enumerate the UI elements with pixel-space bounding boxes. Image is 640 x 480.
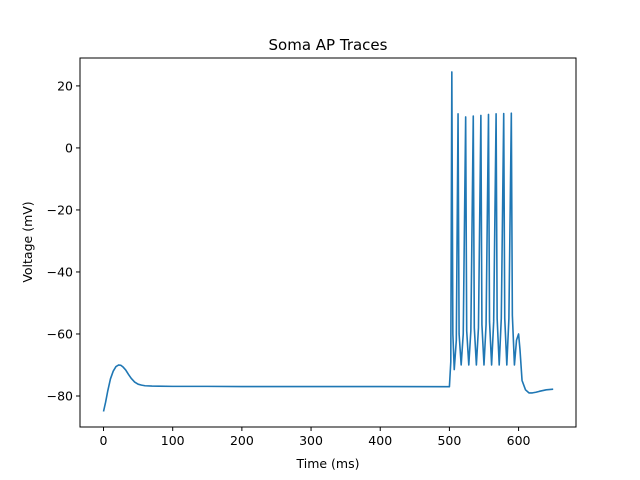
axes-frame [79, 57, 577, 428]
y-tick-label: −80 [47, 388, 73, 403]
y-tick-label: −60 [47, 326, 73, 341]
x-tick-label: 100 [161, 433, 185, 448]
x-tick-label: 300 [299, 433, 323, 448]
y-axis-label: Voltage (mV) [20, 201, 35, 282]
x-tick-label: 400 [368, 433, 392, 448]
chart-title: Soma AP Traces [269, 36, 388, 54]
x-tick-label: 200 [230, 433, 254, 448]
x-tick-label: 500 [437, 433, 461, 448]
y-tick-label: 20 [57, 78, 73, 93]
x-tick-label: 0 [100, 433, 108, 448]
plot-area [102, 71, 554, 412]
y-tick-label: −20 [47, 202, 73, 217]
x-axis-ticks: 0 100 200 300 400 500 600 [100, 427, 531, 448]
x-axis-label: Time (ms) [295, 456, 359, 471]
y-tick-label: −40 [47, 264, 73, 279]
x-tick-label: 600 [507, 433, 531, 448]
y-tick-label: 0 [65, 140, 73, 155]
y-axis-ticks: −80 −60 −40 −20 0 20 [47, 78, 80, 403]
series-line-0 [102, 71, 554, 412]
